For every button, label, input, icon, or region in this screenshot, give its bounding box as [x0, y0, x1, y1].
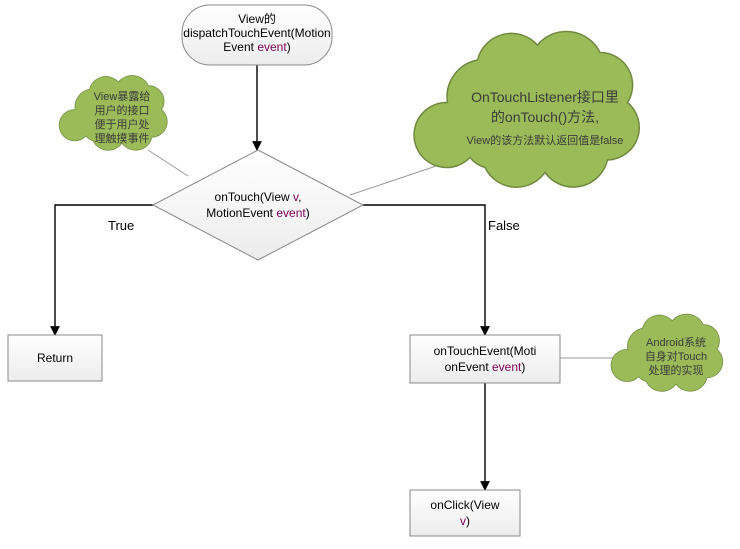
svg-text:onEvent event): onEvent event) — [445, 360, 526, 374]
svg-text:onTouchEvent(Moti: onTouchEvent(Moti — [434, 344, 537, 358]
svg-text:Android系统: Android系统 — [646, 336, 706, 349]
svg-text:自身对Touch: 自身对Touch — [645, 349, 707, 363]
connector-line — [148, 150, 188, 176]
svg-text:的onTouch()方法,: 的onTouch()方法, — [491, 109, 599, 125]
node-onClick — [410, 490, 520, 536]
svg-text:处理的实现: 处理的实现 — [649, 363, 704, 377]
svg-text:便于用户处: 便于用户处 — [95, 117, 150, 131]
edge-label-true: True — [108, 218, 134, 233]
svg-text:dispatchTouchEvent(Motion: dispatchTouchEvent(Motion — [183, 26, 330, 40]
svg-text:Return: Return — [37, 351, 73, 365]
svg-text:v): v) — [460, 514, 470, 528]
svg-text:MotionEvent event): MotionEvent event) — [206, 206, 309, 220]
svg-text:用户的接口: 用户的接口 — [95, 103, 150, 117]
svg-text:onClick(View: onClick(View — [430, 498, 499, 512]
svg-text:Event event): Event event) — [223, 40, 290, 54]
svg-text:onTouch(View v,: onTouch(View v, — [215, 190, 302, 204]
svg-text:View的: View的 — [238, 11, 276, 26]
flow-arrow — [363, 205, 485, 335]
node-onTouch-decision — [153, 150, 363, 260]
svg-text:View的该方法默认返回值是false: View的该方法默认返回值是false — [467, 133, 624, 147]
flow-arrow — [55, 205, 153, 335]
edge-label-false: False — [488, 218, 520, 233]
node-onTouchEvent — [410, 335, 560, 383]
svg-text:理触摸事件: 理触摸事件 — [95, 131, 150, 145]
svg-text:OnTouchListener接口里: OnTouchListener接口里 — [471, 89, 619, 105]
svg-text:View暴露给: View暴露给 — [94, 90, 151, 103]
